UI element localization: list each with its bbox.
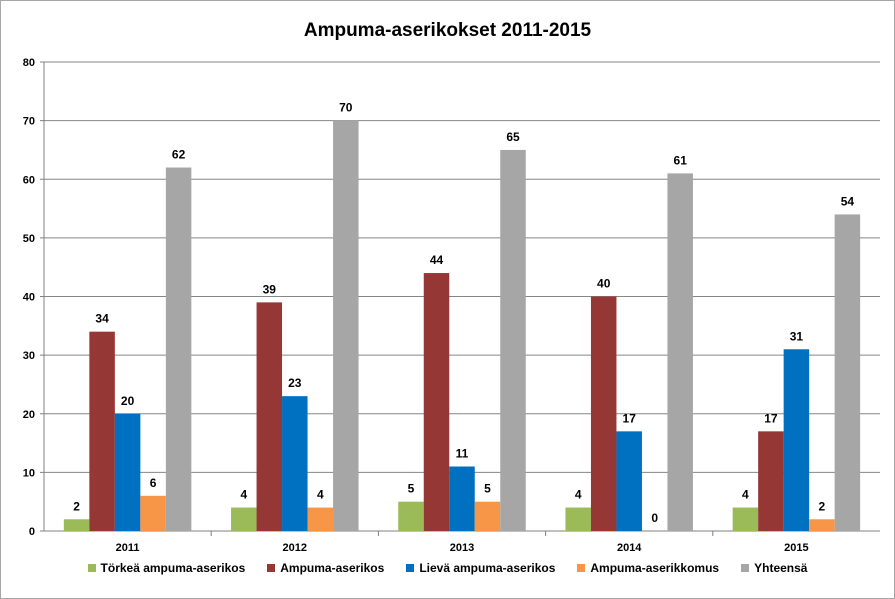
bar [398,501,424,531]
data-label: 5 [408,482,415,496]
bar [616,431,642,531]
data-label: 2 [819,499,826,513]
data-label: 70 [339,101,353,115]
x-tick-label: 2013 [450,542,474,554]
y-tick-label: 80 [23,57,35,69]
legend-item: Ampuma-aserikkomus [577,561,719,575]
x-tick-label: 2014 [617,542,642,554]
data-label: 5 [484,482,491,496]
bar [63,519,90,531]
data-label: 31 [790,329,804,343]
data-label: 23 [288,376,302,390]
bar [282,396,308,531]
bar [667,173,693,531]
legend-item: Ampuma-aserikos [267,561,384,575]
legend-item: Yhteensä [741,561,807,575]
bar [165,167,192,531]
x-tick-label: 2015 [784,542,808,554]
data-label: 40 [597,277,611,291]
y-tick-label: 70 [23,116,35,128]
data-label: 17 [764,411,778,425]
data-label: 4 [575,488,582,502]
data-label: 34 [95,312,109,326]
bar [423,273,450,531]
bar [333,120,359,531]
data-label: 44 [430,253,444,267]
bar [474,501,501,531]
bar [256,302,283,531]
chart-title: Ampuma-aserikokset 2011-2015 [303,20,592,41]
data-label: 17 [623,411,637,425]
bar [500,149,526,531]
y-tick-label: 30 [23,350,35,362]
legend-label: Lievä ampuma-aserikos [419,561,556,575]
data-label: 0 [651,511,658,525]
bar [809,519,835,531]
data-label: 4 [317,488,324,502]
bar [89,331,115,531]
data-label: 61 [674,153,688,167]
legend-label: Yhteensä [754,561,808,575]
legend-swatch [87,564,96,572]
bar [449,466,475,531]
bar [758,431,784,531]
y-tick-label: 60 [23,174,35,186]
legend-item: Törkeä ampuma-aserikos [87,561,246,575]
legend-swatch [267,564,276,572]
bar [140,495,166,531]
legend-swatch [406,564,415,572]
bar [834,214,861,532]
legend-swatch [741,564,750,572]
data-label: 2 [73,499,80,513]
legend-swatch [577,564,586,572]
bar [732,507,759,531]
y-tick-label: 10 [23,467,35,479]
data-label: 4 [240,488,247,502]
bar [783,349,810,531]
bar [231,507,257,531]
bar [590,296,617,531]
y-tick-label: 0 [29,526,35,538]
data-label: 6 [150,476,157,490]
data-label: 39 [263,282,277,296]
data-label: 62 [172,148,186,162]
legend-label: Ampuma-aserikkomus [590,561,720,575]
legend: Törkeä ampuma-aserikos Ampuma-aserikos Lie… [0,561,895,575]
bar [565,507,591,531]
data-label: 54 [841,194,855,208]
y-tick-label: 50 [23,233,35,245]
x-tick-label: 2011 [116,542,140,554]
x-tick-label: 2012 [283,542,307,554]
y-tick-label: 40 [23,292,35,304]
legend-item: Lievä ampuma-aserikos [406,561,555,575]
y-tick-label: 20 [23,409,35,421]
data-label: 65 [506,130,520,144]
legend-label: Törkeä ampuma-aserikos [100,561,246,575]
bar [307,507,334,531]
legend-label: Ampuma-aserikos [280,561,385,575]
data-label: 4 [742,488,749,502]
data-label: 20 [121,394,135,408]
bar [114,413,141,531]
bars [63,120,861,532]
data-label: 11 [456,447,469,461]
